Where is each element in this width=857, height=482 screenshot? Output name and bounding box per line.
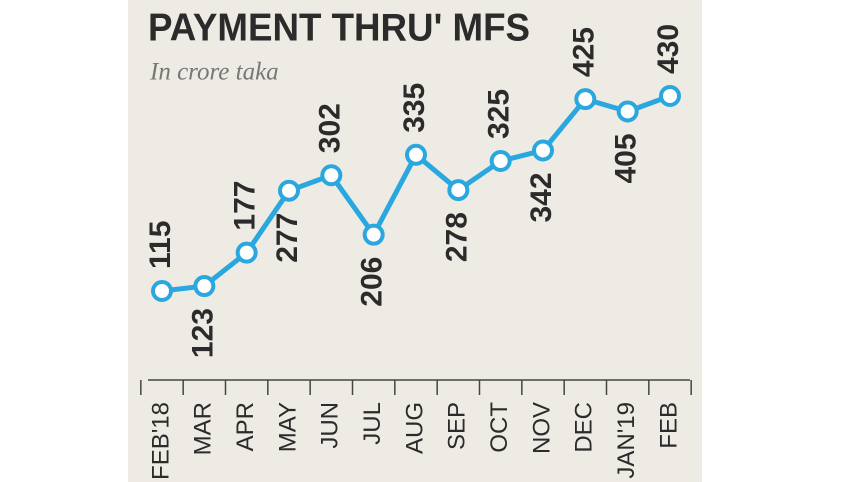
point: [320, 164, 343, 187]
point: [489, 150, 512, 172]
data-label: 177: [229, 181, 262, 231]
x-tick-label: JUL: [359, 402, 386, 445]
x-tick-label: MAY: [274, 402, 301, 452]
data-label: 342: [525, 172, 558, 222]
point: [193, 275, 216, 298]
x-tick-label: DEC: [571, 402, 598, 453]
point: [405, 143, 427, 166]
chart-subtitle: In crore taka: [149, 59, 279, 86]
data-label: 325: [483, 89, 516, 139]
point: [362, 223, 385, 246]
data-label: 277: [271, 213, 304, 263]
data-label: 302: [313, 103, 346, 153]
x-tick-label: FEB: [655, 402, 682, 449]
data-label: 206: [356, 257, 389, 307]
x-tick-label: OCT: [486, 402, 513, 453]
x-tick-label: JUN: [317, 402, 344, 449]
panel-background: [128, 0, 702, 482]
chart-title: PAYMENT THRU' MFS: [148, 6, 530, 49]
plot: FEB'18 MAR APR MAY JUN JUL AUG SEP OCT NOV DEC JAN'…: [140, 24, 692, 480]
data-label: 425: [567, 27, 600, 77]
x-tick-label: MAR: [190, 402, 217, 455]
x-tick-label: SEP: [444, 402, 471, 450]
x-tick-label: AUG: [401, 402, 428, 454]
data-label: 405: [610, 133, 643, 183]
point: [659, 85, 681, 107]
point: [616, 100, 639, 123]
point: [447, 179, 470, 202]
x-tick-label: NOV: [528, 402, 555, 454]
x-tick-label: JAN'19: [613, 402, 640, 479]
data-label: 430: [652, 24, 685, 74]
point: [235, 241, 258, 264]
data-label: 123: [186, 308, 219, 358]
point: [151, 280, 173, 302]
point: [278, 179, 300, 202]
x-tick-label: APR: [232, 402, 259, 451]
x-tick-label: FEB'18: [147, 402, 174, 480]
data-label: 278: [440, 212, 473, 262]
data-label: 115: [144, 221, 177, 269]
data-label: 335: [398, 83, 431, 133]
point: [574, 88, 597, 111]
point: [532, 139, 554, 162]
